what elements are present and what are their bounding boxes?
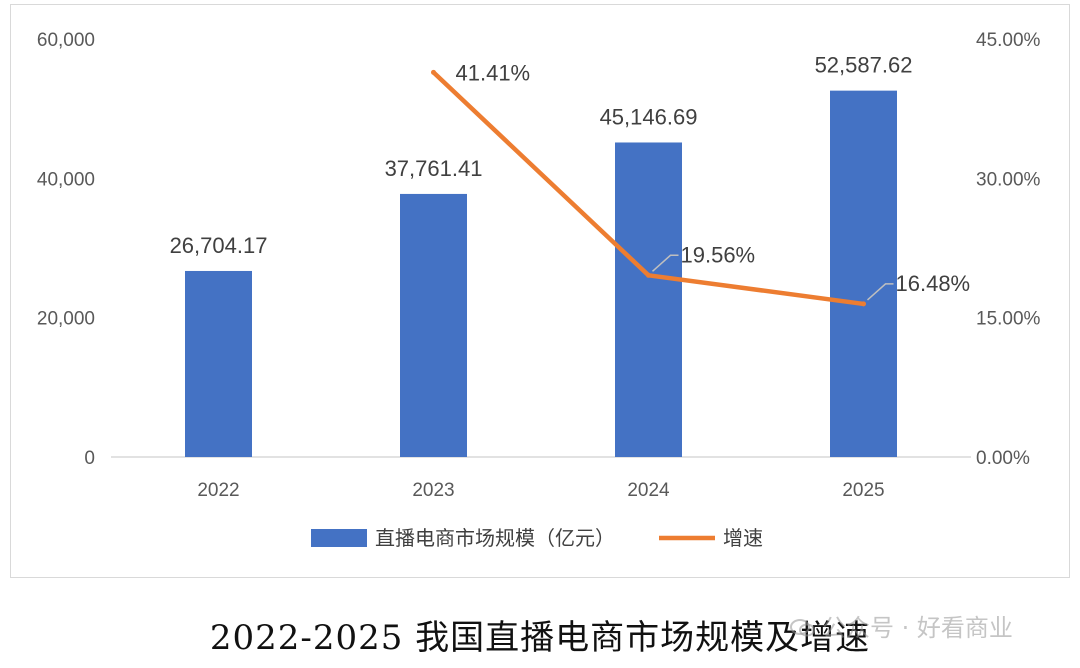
legend-label-line: 增速 — [723, 526, 763, 550]
y-left-tick-label: 0 — [84, 448, 95, 469]
line-label-leader — [652, 254, 679, 272]
x-tick-label: 2025 — [842, 480, 884, 501]
y-right-tick-label: 30.00% — [976, 169, 1041, 190]
y-right-tick-label: 45.00% — [976, 30, 1041, 51]
bar-data-label: 37,761.41 — [385, 156, 483, 181]
line-data-label: 19.56% — [681, 242, 756, 267]
growth-point — [861, 301, 866, 307]
bar — [400, 193, 467, 458]
y-left-tick-label: 20,000 — [37, 309, 95, 330]
watermark-text: 公众号 · 好看商业 — [822, 614, 1013, 642]
bar — [615, 142, 682, 457]
legend-label-bar: 直播电商市场规模（亿元） — [375, 526, 615, 550]
bar-data-label: 52,587.62 — [815, 53, 913, 78]
y-right-tick-label: 15.00% — [976, 309, 1041, 330]
wechat-icon — [790, 619, 815, 637]
figure-caption: 2022-2025 我国直播电商市场规模及增速 — [209, 618, 871, 658]
legend-swatch-bar — [311, 529, 367, 547]
line-data-label: 16.48% — [896, 271, 971, 296]
growth-point — [431, 69, 436, 75]
x-tick-label: 2023 — [412, 480, 454, 501]
x-tick-label: 2022 — [197, 480, 239, 501]
bar — [185, 270, 252, 457]
bar — [830, 90, 897, 457]
bar-data-label: 45,146.69 — [600, 104, 698, 129]
combo-chart: 0 20,000 40,000 60,000 0.00% 15.00% 30.00% 45.0… — [37, 30, 1041, 550]
line-label-leader — [867, 283, 894, 301]
chart-frame: 0 20,000 40,000 60,000 0.00% 15.00% 30.00% 45.0… — [10, 4, 1070, 578]
line-data-label: 41.41% — [456, 60, 531, 85]
y-right-tick-label: 0.00% — [976, 448, 1030, 469]
y-left-tick-label: 40,000 — [37, 169, 95, 190]
bar-data-label: 26,704.17 — [170, 233, 268, 258]
growth-point — [646, 272, 651, 278]
y-left-tick-label: 60,000 — [37, 30, 95, 51]
watermark: 公众号 · 好看商业 — [790, 608, 1013, 643]
x-tick-label: 2024 — [627, 480, 670, 501]
